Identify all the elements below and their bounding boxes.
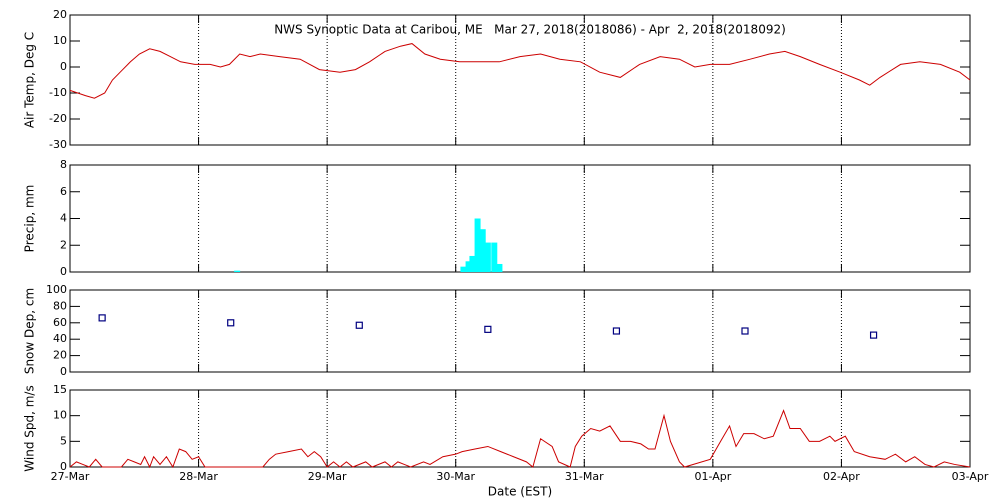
y-tick-label: -10 (49, 86, 67, 99)
y-tick-label: 4 (60, 212, 67, 225)
x-tick-label: 30-Mar (436, 470, 475, 483)
x-tick-label: 28-Mar (179, 470, 218, 483)
marker (484, 325, 492, 333)
y-tick-label: 100 (46, 283, 67, 296)
y-tick-label: -20 (49, 112, 67, 125)
y-tick-label: 60 (53, 316, 67, 329)
y-tick-label: 80 (53, 299, 67, 312)
bar (479, 229, 486, 272)
y-tick-label: 15 (53, 383, 67, 396)
marker (227, 319, 235, 327)
y-axis-label: Wind Spd, m/s (23, 385, 37, 471)
data-line (69, 43, 971, 99)
y-tick-label: 20 (53, 8, 67, 21)
y-axis-label: Precip, mm (23, 185, 37, 253)
x-tick-label: 01-Apr (694, 470, 731, 483)
bar (484, 242, 491, 272)
y-tick-label: 6 (60, 185, 67, 198)
y-tick-label: 40 (53, 332, 67, 345)
y-tick-label: 20 (53, 349, 67, 362)
x-tick-label: 31-Mar (565, 470, 604, 483)
y-tick-label: 5 (60, 434, 67, 447)
bar (460, 266, 467, 272)
bar (465, 261, 472, 272)
y-tick-label: 2 (60, 238, 67, 251)
x-axis-label: Date (EST) (488, 485, 552, 499)
panel-frame (69, 289, 971, 373)
y-tick-label: 10 (53, 34, 67, 47)
y-tick-label: 8 (60, 158, 67, 171)
bar (234, 270, 241, 272)
bar (496, 263, 503, 272)
y-tick-label: -30 (49, 138, 67, 151)
y-axis-label: Air Temp, Deg C (23, 32, 37, 128)
y-axis-label: Snow Dep, cm (23, 288, 37, 374)
marker (355, 321, 363, 329)
panel-frame (69, 389, 971, 468)
y-tick-label: 0 (60, 265, 67, 278)
x-tick-label: 27-Mar (51, 470, 90, 483)
bar (491, 242, 498, 272)
marker (98, 314, 106, 322)
x-tick-label: 02-Apr (823, 470, 860, 483)
marker (869, 331, 878, 339)
x-tick-label: 03-Apr (952, 470, 989, 483)
panel-frame (69, 164, 971, 273)
bar (474, 218, 481, 272)
data-line (69, 409, 971, 469)
y-tick-label: 0 (60, 460, 67, 473)
y-tick-label: 0 (60, 365, 67, 378)
y-tick-label: 10 (53, 409, 67, 422)
marker (741, 327, 749, 335)
x-tick-label: 29-Mar (308, 470, 347, 483)
chart-title: NWS Synoptic Data at Caribou, ME Mar 27,… (274, 23, 786, 37)
marker (612, 327, 621, 335)
y-tick-label: 0 (60, 60, 67, 73)
bar (469, 255, 476, 272)
